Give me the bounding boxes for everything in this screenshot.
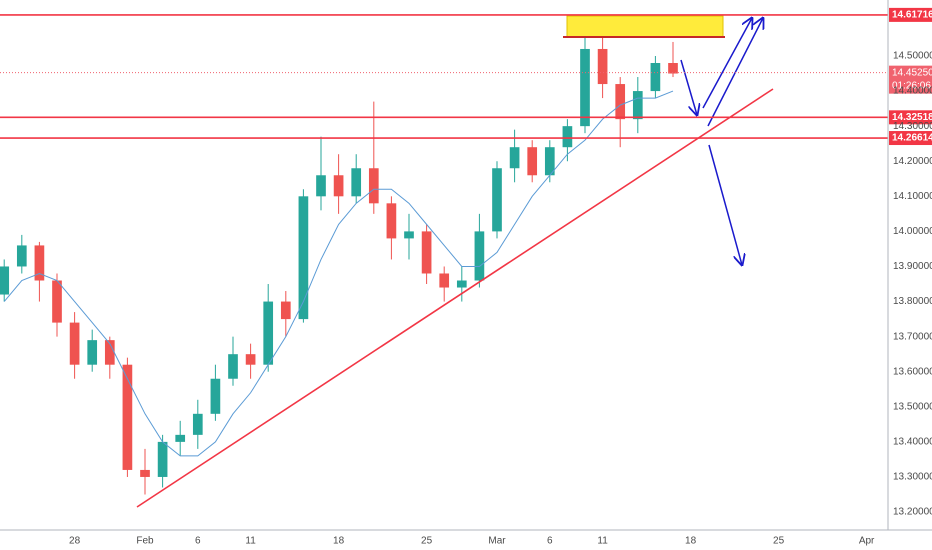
y-tick-label: 13.60000 [893,366,932,377]
candle-body [650,63,661,92]
y-tick-label: 13.50000 [893,401,932,412]
x-tick-label: 28 [69,536,81,547]
y-tick-label: 14.10000 [893,191,932,202]
x-tick-label: 18 [685,536,697,547]
candle-body [52,280,62,323]
level-label-box [889,131,932,146]
candle-body [404,231,414,239]
axes: 13.20000 13.30000 13.40000 13.50000 13.60000… [69,51,932,547]
level-label: 14.26614 [892,133,932,144]
candle-body [456,280,467,288]
y-tick-label: 13.70000 [893,331,932,342]
arrow [702,18,752,109]
candle-body [632,91,643,120]
last-price-label: 14.45250 [892,67,932,78]
plot-area [0,0,888,530]
candle-body [562,126,573,148]
candle-body [668,63,678,74]
candle-body [580,48,590,127]
x-tick-label: 11 [597,536,608,547]
candle-body [368,168,379,204]
x-tick-label: Feb [136,536,154,547]
candle-body [104,340,115,365]
candle-body [192,413,203,435]
candle-body [16,245,27,267]
arrow [680,59,697,115]
candle-body [509,147,520,169]
x-tick-label: 6 [195,536,201,547]
candle-body [421,231,432,274]
y-tick-label: 13.40000 [893,437,932,448]
candle-body [615,84,626,120]
x-tick-label: Mar [488,536,506,547]
trend-line [136,88,774,508]
y-tick-label: 14.20000 [893,156,932,167]
x-tick-label: 25 [421,536,433,547]
x-tick-label: 25 [773,536,785,547]
candle-body [245,354,256,365]
candle-body [69,322,80,365]
arrow [707,18,763,127]
y-tick-label: 14.30000 [893,121,932,132]
candle-body [333,175,344,197]
candle-body [210,378,221,414]
x-tick-label: 11 [245,536,256,547]
candle-body [280,301,291,320]
y-tick-label: 14.40000 [893,86,932,97]
candle-body [544,147,555,176]
candle-body [597,48,608,85]
candle-body [298,196,309,320]
candle-body [351,168,362,197]
last-price-box [889,65,932,94]
y-tick-label: 13.80000 [893,296,932,307]
level-label: 14.32518 [892,112,932,123]
y-tick-label: 13.30000 [893,472,932,483]
candle-body [527,147,538,176]
drawings [136,15,774,508]
y-tick-label: 13.20000 [893,507,932,518]
level-label-box [889,7,932,22]
arrow [708,144,742,265]
y-tick-label: 14.00000 [893,226,932,237]
x-tick-label: 6 [547,536,553,547]
level-label-box [889,110,932,125]
highlight-box [566,15,724,38]
level-label: 14.61716 [892,10,932,21]
candle-body [34,245,45,281]
candle-body [492,168,502,232]
x-tick-label: 18 [333,536,345,547]
candle-body [122,364,133,470]
y-tick-label: 14.50000 [893,51,932,62]
candle-body [140,469,150,477]
levels: 14.61716 14.32518 14.26614 14.45250 01:26:06 [0,7,932,146]
candle-body [439,273,450,288]
candle-body [474,231,485,281]
candle-body [175,434,186,442]
candle-body [87,340,98,365]
y-tick-label: 13.90000 [893,261,932,272]
candle-body [316,175,326,197]
candle-body [228,354,238,379]
candle-body [386,203,397,239]
candle-body [0,266,10,295]
moving-average [3,90,674,457]
candle-body [263,301,274,365]
candle-body [157,441,168,477]
x-tick-label: Apr [859,536,875,547]
countdown-label: 01:26:06 [892,80,931,91]
